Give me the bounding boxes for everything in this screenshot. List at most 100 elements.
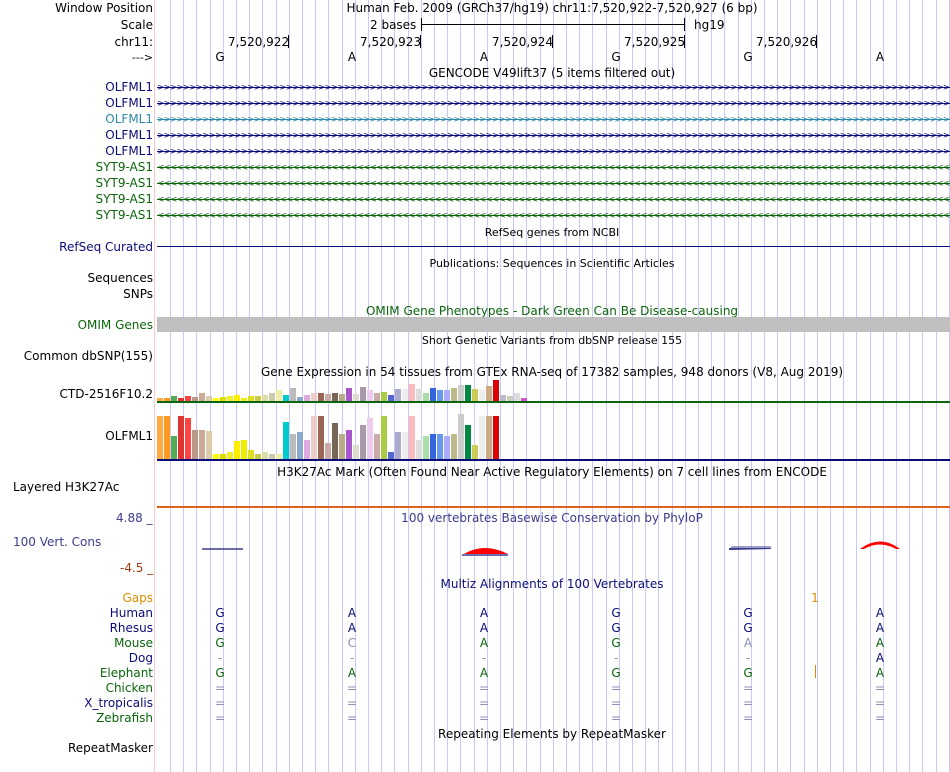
gtex-bar-olfml1[interactable] <box>311 416 317 459</box>
gtex-bar-ctd[interactable] <box>521 398 527 401</box>
gtex-bar-olfml1[interactable] <box>241 440 247 459</box>
gtex-bar-olfml1[interactable] <box>199 430 205 459</box>
gtex-bar-ctd[interactable] <box>514 393 520 401</box>
multiz-species-label[interactable]: Rhesus <box>109 621 153 635</box>
gtex-bar-ctd[interactable] <box>269 393 275 401</box>
gtex-bar-olfml1[interactable] <box>290 434 296 459</box>
gtex-bar-ctd[interactable] <box>423 393 429 401</box>
gtex-bar-ctd[interactable] <box>402 389 408 401</box>
gtex-bar-ctd[interactable] <box>507 396 513 401</box>
gtex-bar-ctd[interactable] <box>437 390 443 401</box>
gtex-bar-olfml1[interactable] <box>374 434 380 459</box>
gencode-transcript-line[interactable] <box>157 215 950 216</box>
gtex-bar-ctd[interactable] <box>367 390 373 401</box>
gtex-bar-ctd[interactable] <box>234 395 240 401</box>
gtex-bar-olfml1[interactable] <box>360 425 366 459</box>
gtex-bar-ctd[interactable] <box>486 386 492 401</box>
gtex-bar-ctd[interactable] <box>451 388 457 401</box>
gtex-bar-olfml1[interactable] <box>213 454 219 459</box>
gtex-label-ctd[interactable]: CTD-2516F10.2 <box>59 387 153 401</box>
gtex-bar-ctd[interactable] <box>479 390 485 401</box>
omim-label[interactable]: OMIM Genes <box>77 318 153 332</box>
gtex-bar-ctd[interactable] <box>332 393 338 401</box>
gtex-bar-olfml1[interactable] <box>318 416 324 459</box>
gtex-bar-olfml1[interactable] <box>451 434 457 459</box>
gencode-track-label[interactable]: OLFML1 <box>105 144 153 158</box>
gtex-bar-ctd[interactable] <box>227 396 233 401</box>
gtex-bar-ctd[interactable] <box>500 395 506 401</box>
gencode-track-label[interactable]: SYT9-AS1 <box>95 176 153 190</box>
gtex-bar-olfml1[interactable] <box>304 440 310 459</box>
gtex-bar-olfml1[interactable] <box>423 436 429 459</box>
gtex-bar-olfml1[interactable] <box>297 432 303 459</box>
gtex-bar-ctd[interactable] <box>199 393 205 401</box>
gencode-transcript-line[interactable] <box>157 119 950 120</box>
multiz-species-label[interactable]: Human <box>109 606 153 620</box>
gtex-bar-ctd[interactable] <box>318 393 324 401</box>
gtex-bar-olfml1[interactable] <box>283 422 289 459</box>
gencode-transcript-line[interactable] <box>157 183 950 184</box>
gtex-bar-olfml1[interactable] <box>164 416 170 459</box>
gtex-bar-ctd[interactable] <box>304 395 310 401</box>
refseq-label[interactable]: RefSeq Curated <box>59 240 153 254</box>
h3k27ac-signal[interactable] <box>157 506 950 508</box>
gtex-bar-olfml1[interactable] <box>234 441 240 459</box>
gtex-bar-olfml1[interactable] <box>479 416 485 459</box>
omim-gene-bar[interactable] <box>157 317 950 332</box>
gtex-bar-olfml1[interactable] <box>409 416 415 459</box>
gtex-bar-ctd[interactable] <box>339 394 345 401</box>
gencode-track-label[interactable]: SYT9-AS1 <box>95 192 153 206</box>
multiz-species-label[interactable]: X_tropicalis <box>84 696 153 710</box>
gencode-transcript-line[interactable] <box>157 135 950 136</box>
gtex-bar-olfml1[interactable] <box>346 430 352 459</box>
gtex-bar-olfml1[interactable] <box>255 454 261 459</box>
multiz-species-label[interactable]: Mouse <box>114 636 153 650</box>
gtex-bar-olfml1[interactable] <box>388 452 394 459</box>
gtex-bar-olfml1[interactable] <box>458 414 464 459</box>
gtex-bar-ctd[interactable] <box>283 395 289 401</box>
gtex-bar-ctd[interactable] <box>171 396 177 401</box>
multiz-species-label[interactable]: Chicken <box>105 681 153 695</box>
gtex-bar-ctd[interactable] <box>248 396 254 401</box>
gtex-bar-olfml1[interactable] <box>227 452 233 459</box>
gencode-track-label[interactable]: OLFML1 <box>105 96 153 110</box>
gtex-bar-ctd[interactable] <box>297 397 303 401</box>
gtex-bar-olfml1[interactable] <box>430 434 436 459</box>
gtex-bar-olfml1[interactable] <box>416 440 422 459</box>
gtex-bar-olfml1[interactable] <box>486 416 492 459</box>
gtex-bar-ctd[interactable] <box>262 395 268 401</box>
gtex-bar-olfml1[interactable] <box>395 432 401 459</box>
gtex-bar-ctd[interactable] <box>346 388 352 401</box>
gencode-transcript-line[interactable] <box>157 199 950 200</box>
gtex-bar-ctd[interactable] <box>255 396 261 401</box>
gtex-bar-ctd[interactable] <box>220 397 226 401</box>
gtex-bar-olfml1[interactable] <box>192 430 198 459</box>
gtex-bar-ctd[interactable] <box>192 397 198 401</box>
gtex-bar-ctd[interactable] <box>444 390 450 401</box>
gtex-bar-ctd[interactable] <box>353 394 359 401</box>
gtex-bar-olfml1[interactable] <box>178 416 184 459</box>
gtex-bar-ctd[interactable] <box>493 380 499 401</box>
gtex-bar-olfml1[interactable] <box>171 436 177 459</box>
gtex-bar-olfml1[interactable] <box>325 443 331 459</box>
gtex-bar-olfml1[interactable] <box>276 454 282 459</box>
gtex-bar-olfml1[interactable] <box>262 452 268 459</box>
gtex-bar-ctd[interactable] <box>465 385 471 401</box>
gtex-bar-ctd[interactable] <box>374 393 380 401</box>
gtex-bar-ctd[interactable] <box>388 395 394 401</box>
multiz-species-label[interactable]: Dog <box>128 651 153 665</box>
gtex-bar-ctd[interactable] <box>472 389 478 401</box>
gtex-bar-olfml1[interactable] <box>444 436 450 459</box>
multiz-species-label[interactable]: Zebrafish <box>96 711 153 725</box>
gtex-bar-olfml1[interactable] <box>367 418 373 459</box>
gtex-bar-olfml1[interactable] <box>206 431 212 459</box>
gtex-bar-olfml1[interactable] <box>465 425 471 459</box>
gtex-bar-ctd[interactable] <box>241 398 247 401</box>
gtex-bar-olfml1[interactable] <box>220 454 226 459</box>
gtex-bar-ctd[interactable] <box>213 398 219 401</box>
gtex-bar-olfml1[interactable] <box>332 423 338 459</box>
gtex-bar-ctd[interactable] <box>360 387 366 401</box>
gencode-transcript-line[interactable] <box>157 103 950 104</box>
refseq-gene-line[interactable] <box>157 246 950 247</box>
